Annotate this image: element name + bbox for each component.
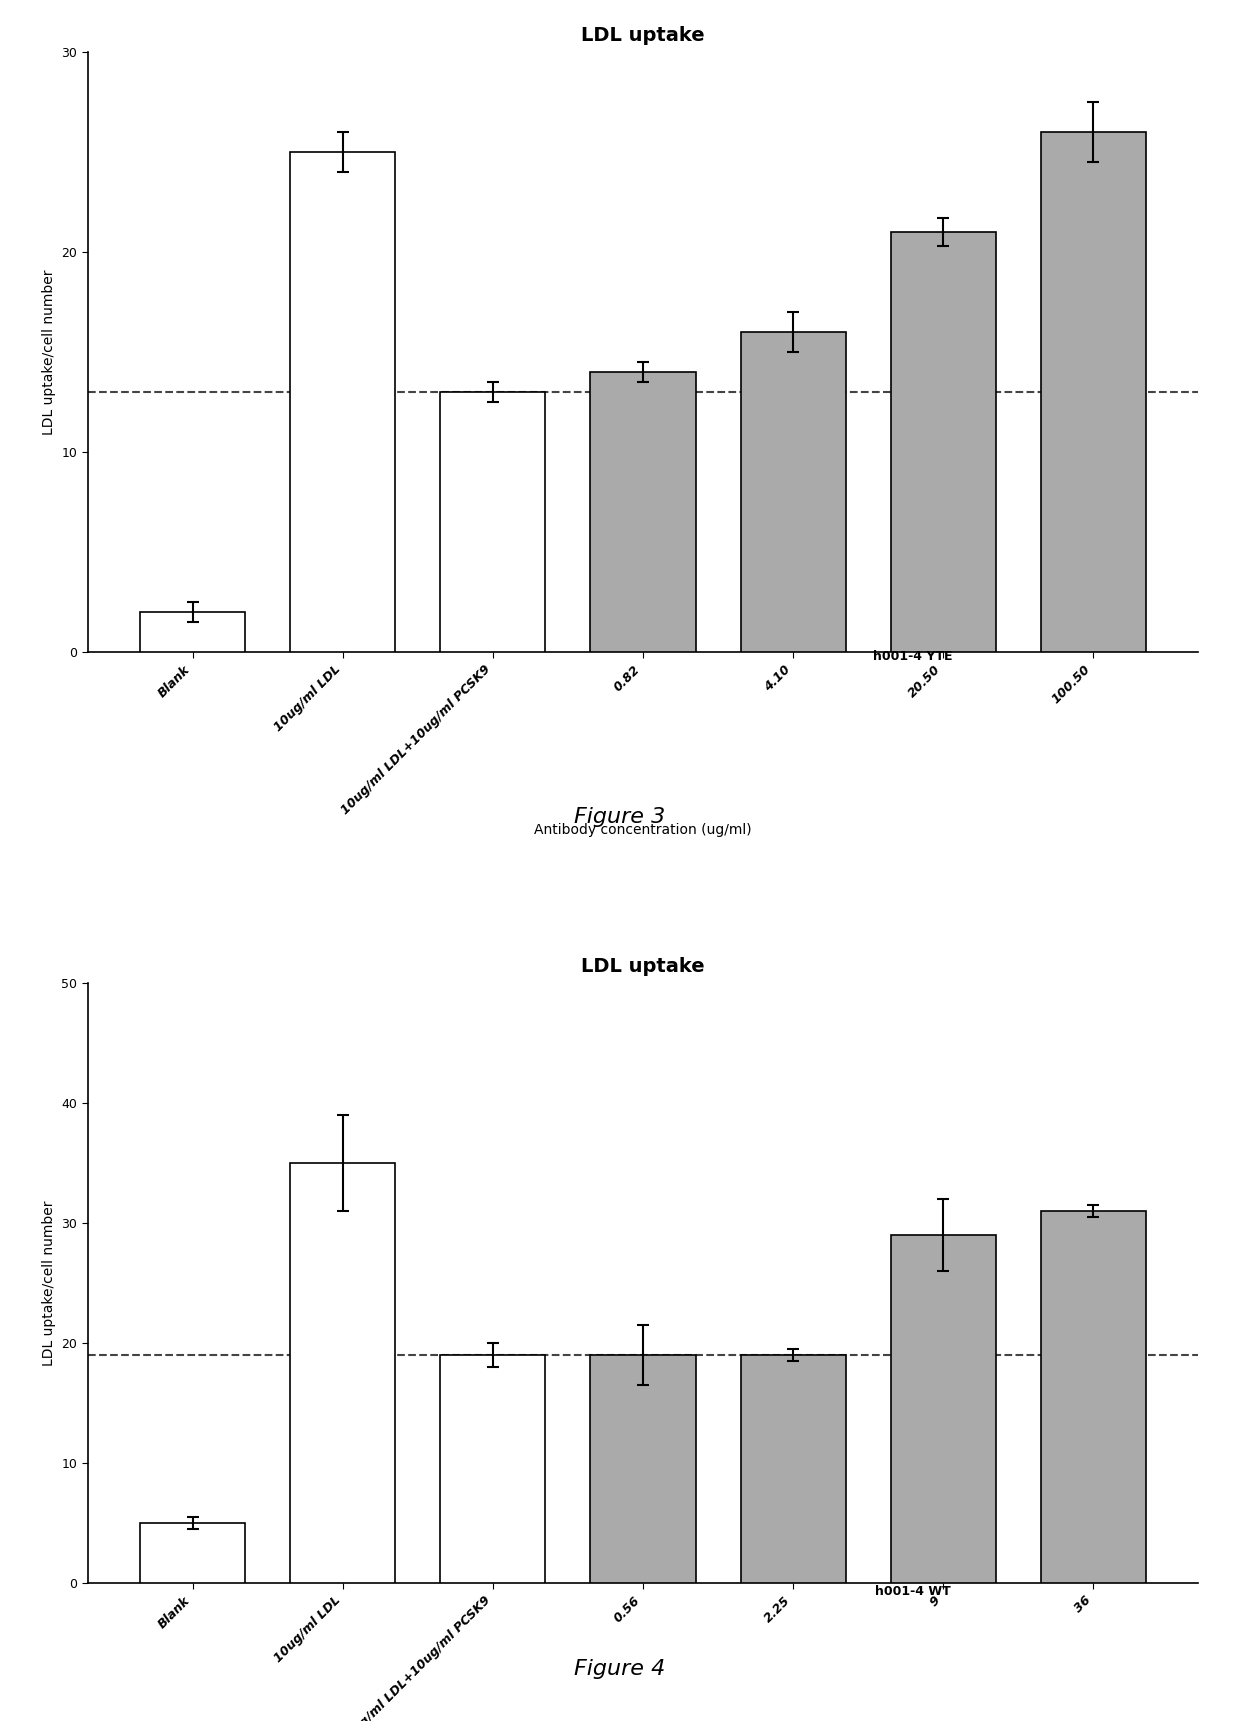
Title: LDL uptake: LDL uptake [582, 957, 704, 976]
Y-axis label: LDL uptake/cell number: LDL uptake/cell number [42, 1200, 56, 1366]
Bar [290, 151, 396, 652]
Bar [590, 372, 696, 652]
Bar [1040, 133, 1146, 652]
Bar [140, 1523, 246, 1583]
Bar [290, 1163, 396, 1583]
Bar [890, 1236, 996, 1583]
Text: Figure 4: Figure 4 [574, 1659, 666, 1680]
Bar [1040, 1212, 1146, 1583]
Text: h001-4 WT: h001-4 WT [875, 1585, 951, 1599]
Bar [740, 332, 846, 652]
Bar [440, 1354, 546, 1583]
Y-axis label: LDL uptake/cell number: LDL uptake/cell number [42, 268, 56, 435]
Text: Figure 3: Figure 3 [574, 807, 666, 828]
Title: LDL uptake: LDL uptake [582, 26, 704, 45]
Bar [140, 613, 246, 652]
Text: h001-4 YTE: h001-4 YTE [873, 651, 952, 663]
Bar [440, 392, 546, 652]
Bar [590, 1354, 696, 1583]
Bar [890, 232, 996, 652]
Bar [740, 1354, 846, 1583]
X-axis label: Antibody concentration (ug/ml): Antibody concentration (ug/ml) [534, 823, 751, 836]
